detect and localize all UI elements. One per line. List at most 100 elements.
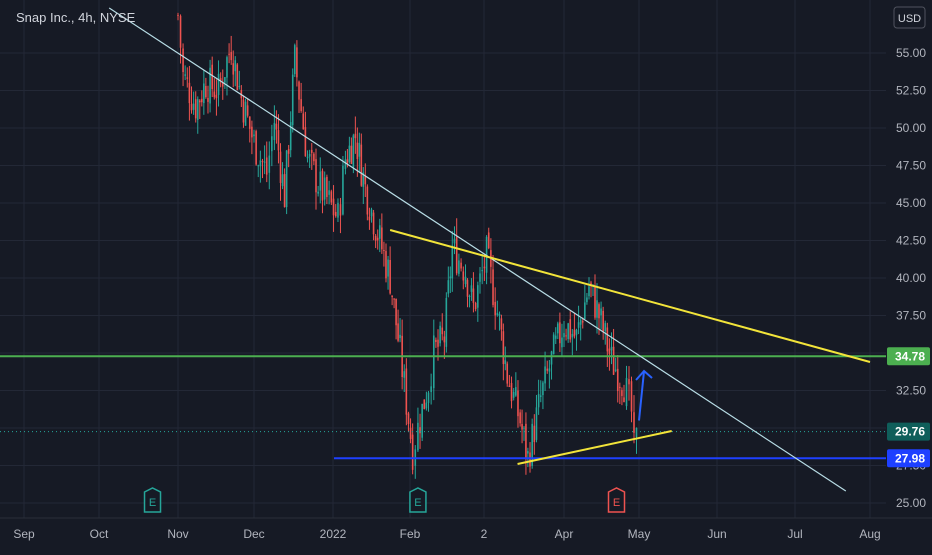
- candle-up: [238, 86, 241, 88]
- candle-up: [445, 297, 448, 347]
- trendline-upper-triangle[interactable]: [389, 229, 871, 363]
- candle-down: [623, 397, 625, 403]
- candle-up: [550, 351, 553, 365]
- candle-down: [500, 318, 503, 330]
- candle-up: [352, 135, 355, 168]
- candle-down: [261, 161, 264, 163]
- candle-down: [265, 157, 268, 175]
- up-arrow-head[interactable]: [635, 369, 653, 381]
- candle-up: [498, 313, 501, 316]
- candle-down: [628, 379, 630, 385]
- candle-down: [581, 321, 584, 323]
- candle-down: [395, 298, 397, 326]
- candle-down: [546, 368, 549, 371]
- candle-down: [492, 269, 494, 305]
- candle-down: [221, 81, 224, 87]
- candle-up: [537, 394, 540, 408]
- level-price-tag-blue-bg: [887, 449, 930, 468]
- candle-down: [381, 227, 383, 250]
- candle-up: [196, 99, 199, 120]
- candle-up: [417, 422, 419, 451]
- candle-up: [604, 323, 607, 332]
- candle-up: [226, 57, 228, 78]
- candle-down: [525, 423, 527, 458]
- candle-up: [464, 276, 467, 285]
- candle-up: [600, 308, 602, 316]
- candle-down: [437, 339, 439, 347]
- candle-up: [588, 286, 590, 297]
- candle-up: [293, 45, 296, 75]
- candle-down: [508, 385, 511, 387]
- candle-up: [479, 273, 481, 282]
- candle-down: [215, 94, 218, 99]
- candle-up: [244, 101, 247, 126]
- candle-down: [228, 53, 230, 55]
- candle-up: [596, 300, 598, 318]
- candle-down: [616, 368, 619, 392]
- candle-down: [376, 237, 379, 241]
- level-price-tag-blue: 27.98: [887, 449, 930, 468]
- earnings-marker-icon[interactable]: E: [143, 487, 162, 513]
- candle-up: [253, 134, 255, 137]
- x-axis-tick-label: 2: [481, 527, 488, 541]
- candle-up: [451, 245, 454, 279]
- candle-up: [432, 335, 435, 389]
- candle-down: [251, 126, 253, 138]
- candle-down: [405, 368, 408, 415]
- candle-up: [477, 285, 479, 308]
- candle-down: [326, 176, 328, 198]
- y-axis-tick-label: 32.50: [896, 384, 926, 398]
- candle-down: [483, 266, 486, 269]
- candle-down: [232, 63, 235, 75]
- candle-down: [391, 295, 393, 297]
- currency-button[interactable]: USD: [893, 6, 926, 29]
- candle-up: [224, 77, 226, 83]
- candle-down: [506, 363, 509, 384]
- trendline-lower-triangle[interactable]: [517, 430, 672, 465]
- candle-down: [207, 97, 209, 102]
- earnings-marker-icon[interactable]: E: [607, 487, 626, 513]
- candle-down: [474, 302, 477, 310]
- candle-up: [306, 156, 309, 159]
- candle-down: [283, 174, 286, 208]
- candle-up: [610, 346, 613, 351]
- candle-down: [606, 327, 609, 352]
- candle-down: [296, 47, 298, 78]
- candle-up: [468, 295, 471, 297]
- candle-up: [217, 73, 220, 95]
- candle-down: [201, 98, 203, 103]
- x-axis-tick-label: Jul: [787, 527, 802, 541]
- earnings-marker-label: E: [613, 497, 620, 509]
- candle-down: [298, 81, 300, 100]
- candle-up: [575, 329, 578, 335]
- candle-down: [521, 424, 523, 430]
- candle-down: [374, 235, 377, 241]
- candle-up: [535, 407, 538, 440]
- earnings-marker-icon[interactable]: E: [409, 487, 427, 513]
- candle-down: [315, 159, 317, 193]
- axis-layer: 25.0027.5032.5037.5040.0042.5045.0047.50…: [0, 46, 932, 541]
- x-axis-tick-label: Aug: [859, 527, 880, 541]
- candle-down: [441, 327, 444, 335]
- candle-up: [567, 323, 569, 340]
- candle-down: [364, 175, 367, 185]
- candle-up: [285, 150, 288, 208]
- candle-down: [608, 348, 611, 354]
- earnings-marker-shape: [607, 487, 626, 513]
- earnings-marker-label: E: [149, 497, 156, 509]
- level-price-tag-green-bg: [887, 347, 930, 366]
- candle-up: [344, 159, 347, 169]
- candle-up: [527, 451, 529, 454]
- candle-down: [630, 381, 633, 412]
- trendline-long-term-downtrend[interactable]: [108, 7, 847, 492]
- candle-down: [443, 336, 446, 343]
- up-arrow-shaft[interactable]: [638, 370, 646, 421]
- candle-down: [230, 52, 232, 61]
- candle-down: [598, 304, 600, 319]
- candle-down: [246, 105, 249, 116]
- candle-down: [621, 390, 623, 396]
- candle-up: [387, 259, 389, 277]
